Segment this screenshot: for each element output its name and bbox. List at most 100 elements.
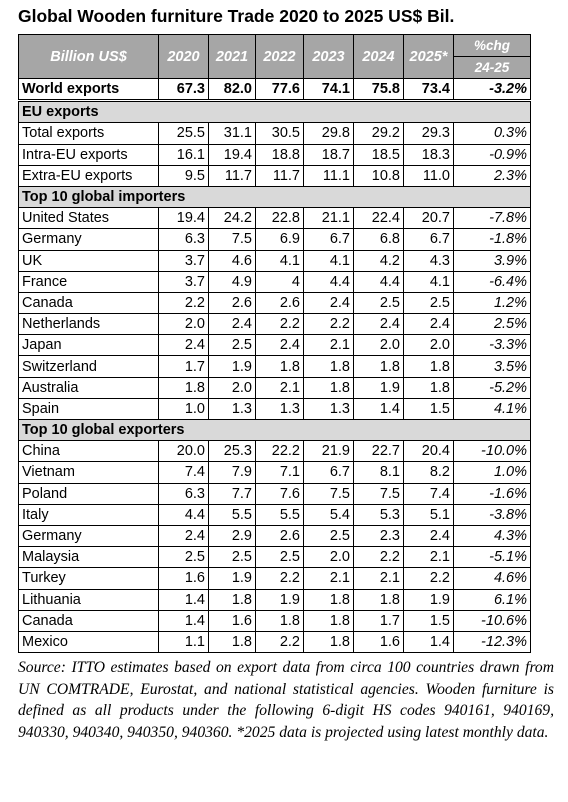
value-cell: 18.5 bbox=[353, 143, 404, 166]
change-cell: -10.6% bbox=[453, 609, 531, 632]
header-row: 24-25 bbox=[19, 56, 531, 79]
value-cell: 2.2 bbox=[403, 567, 454, 590]
row-label: UK bbox=[18, 249, 159, 272]
value-cell: 29.3 bbox=[403, 122, 454, 145]
value-cell: 2.5 bbox=[255, 546, 304, 569]
value-cell: 1.6 bbox=[353, 630, 404, 654]
value-cell: 7.9 bbox=[208, 461, 256, 484]
value-cell: 7.4 bbox=[403, 482, 454, 505]
value-cell: 4.4 bbox=[353, 270, 404, 293]
value-cell: 2.5 bbox=[208, 546, 256, 569]
value-cell: 2.4 bbox=[255, 334, 304, 357]
value-cell: 21.1 bbox=[303, 207, 354, 230]
row-label: United States bbox=[18, 207, 159, 230]
value-cell: 4.6 bbox=[208, 249, 256, 272]
value-cell: 2.5 bbox=[353, 291, 404, 315]
value-cell: 2.1 bbox=[403, 546, 454, 569]
value-cell: 11.7 bbox=[255, 164, 304, 187]
value-cell: 6.7 bbox=[303, 461, 354, 484]
value-cell: 2.1 bbox=[303, 334, 354, 357]
value-cell: 5.5 bbox=[255, 503, 304, 526]
value-cell: 22.4 bbox=[353, 207, 404, 230]
data-row: Malaysia 2.5 2.5 2.5 2.0 2.2 2.1 -5.1% bbox=[18, 546, 531, 569]
change-cell: 4.1% bbox=[453, 397, 531, 421]
change-cell: -5.1% bbox=[453, 546, 531, 569]
value-cell: 22.2 bbox=[255, 440, 304, 463]
value-cell: 2.4 bbox=[403, 524, 454, 548]
value-cell: 8.2 bbox=[403, 461, 454, 484]
row-label: Turkey bbox=[18, 567, 159, 590]
data-row: Canada 1.4 1.6 1.8 1.8 1.7 1.5 -10.6% bbox=[18, 609, 531, 632]
value-cell: 11.0 bbox=[403, 164, 454, 187]
row-label: Italy bbox=[18, 503, 159, 526]
change-cell: -7.8% bbox=[453, 207, 531, 230]
change-cell: -3.8% bbox=[453, 503, 531, 526]
value-cell: 2.2 bbox=[303, 313, 354, 336]
value-cell: 73.4 bbox=[403, 77, 454, 103]
data-row: Vietnam 7.4 7.9 7.1 6.7 8.1 8.2 1.0% bbox=[18, 461, 531, 484]
value-cell: 4 bbox=[255, 270, 304, 293]
data-row: UK 3.7 4.6 4.1 4.1 4.2 4.3 3.9% bbox=[18, 249, 531, 272]
section-label: EU exports bbox=[18, 100, 531, 124]
value-cell: 2.6 bbox=[255, 524, 304, 548]
value-cell: 1.8 bbox=[303, 609, 354, 632]
row-label: Germany bbox=[18, 228, 159, 251]
value-cell: 77.6 bbox=[255, 77, 304, 103]
value-cell: 18.3 bbox=[403, 143, 454, 166]
change-cell: -6.4% bbox=[453, 270, 531, 293]
value-cell: 1.6 bbox=[208, 609, 256, 632]
value-cell: 2.1 bbox=[353, 567, 404, 590]
value-cell: 2.2 bbox=[255, 567, 304, 590]
value-cell: 31.1 bbox=[208, 122, 256, 145]
value-cell: 82.0 bbox=[208, 77, 256, 103]
row-label: Germany bbox=[18, 524, 159, 548]
data-row: Mexico 1.1 1.8 2.2 1.8 1.6 1.4 -12.3% bbox=[18, 630, 531, 654]
value-cell: 1.8 bbox=[353, 355, 404, 378]
value-cell: 2.5 bbox=[403, 291, 454, 315]
change-cell: 4.6% bbox=[453, 567, 531, 590]
data-row: Spain 1.0 1.3 1.3 1.3 1.4 1.5 4.1% bbox=[18, 397, 531, 421]
row-label: Lithuania bbox=[18, 588, 159, 611]
value-cell: 2.2 bbox=[353, 546, 404, 569]
change-cell: 1.2% bbox=[453, 291, 531, 315]
value-cell: 4.2 bbox=[353, 249, 404, 272]
change-cell: 1.0% bbox=[453, 461, 531, 484]
value-cell: 2.0 bbox=[403, 334, 454, 357]
value-cell: 2.4 bbox=[353, 313, 404, 336]
value-cell: 25.3 bbox=[208, 440, 256, 463]
value-cell: 20.7 bbox=[403, 207, 454, 230]
value-cell: 2.2 bbox=[158, 291, 209, 315]
value-cell: 22.8 bbox=[255, 207, 304, 230]
value-cell: 25.5 bbox=[158, 122, 209, 145]
value-cell: 6.9 bbox=[255, 228, 304, 251]
change-cell: 3.5% bbox=[453, 355, 531, 378]
value-cell: 1.9 bbox=[208, 567, 256, 590]
value-cell: 4.1 bbox=[403, 270, 454, 293]
data-row: Intra-EU exports 16.1 19.4 18.8 18.7 18.5 18.3… bbox=[18, 143, 531, 166]
data-row: Switzerland 1.7 1.9 1.8 1.8 1.8 1.8 3.5% bbox=[18, 355, 531, 378]
change-cell: -12.3% bbox=[453, 630, 531, 654]
value-cell: 2.0 bbox=[353, 334, 404, 357]
value-cell: 74.1 bbox=[303, 77, 354, 103]
row-label: Switzerland bbox=[18, 355, 159, 378]
value-cell: 2.1 bbox=[303, 567, 354, 590]
value-cell: 7.7 bbox=[208, 482, 256, 505]
data-row: Netherlands 2.0 2.4 2.2 2.2 2.4 2.4 2.5% bbox=[18, 313, 531, 336]
value-cell: 1.8 bbox=[255, 609, 304, 632]
value-cell: 5.3 bbox=[353, 503, 404, 526]
value-cell: 1.8 bbox=[303, 355, 354, 378]
value-cell: 1.8 bbox=[303, 376, 354, 399]
value-cell: 6.3 bbox=[158, 228, 209, 251]
change-cell: -0.9% bbox=[453, 143, 531, 166]
change-cell: 3.9% bbox=[453, 249, 531, 272]
change-cell: -5.2% bbox=[453, 376, 531, 399]
value-cell: 1.5 bbox=[403, 609, 454, 632]
value-cell: 2.1 bbox=[255, 376, 304, 399]
value-cell: 9.5 bbox=[158, 164, 209, 187]
data-row: Turkey 1.6 1.9 2.2 2.1 2.1 2.2 4.6% bbox=[18, 567, 531, 590]
value-cell: 1.8 bbox=[403, 376, 454, 399]
value-cell: 1.8 bbox=[255, 355, 304, 378]
value-cell: 4.4 bbox=[158, 503, 209, 526]
row-label: Malaysia bbox=[18, 546, 159, 569]
value-cell: 2.0 bbox=[208, 376, 256, 399]
